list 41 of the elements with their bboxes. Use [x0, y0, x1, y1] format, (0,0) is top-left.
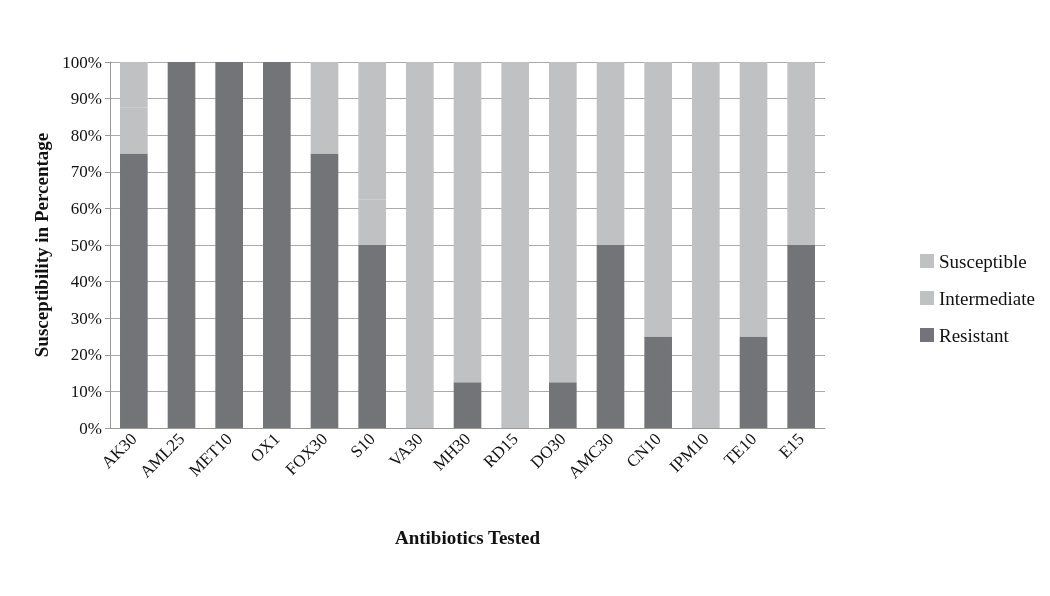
bar: [167, 62, 196, 428]
bar: [453, 382, 482, 428]
bar: [549, 382, 577, 428]
bar: [310, 153, 339, 428]
legend-label: Susceptible: [939, 250, 1027, 272]
y-tick-label: 10%: [70, 381, 102, 401]
bar: [453, 62, 482, 383]
bar: [787, 62, 815, 245]
bar: [263, 62, 291, 428]
bar: [596, 62, 625, 245]
y-tick-label: 40%: [70, 272, 102, 292]
x-axis-title: Antibiotics Tested: [394, 527, 541, 548]
y-tick-label: 60%: [70, 198, 102, 218]
bar: [501, 62, 529, 428]
y-tick-label: 90%: [70, 89, 102, 109]
bar: [739, 62, 768, 337]
y-axis-title: Susceptibility in Percentage: [31, 132, 53, 358]
bar: [406, 62, 434, 428]
bar: [215, 62, 243, 428]
y-tick-label: 70%: [70, 162, 102, 182]
legend-label: Intermediate: [939, 287, 1036, 309]
y-tick-label: 50%: [70, 235, 102, 255]
bar: [358, 245, 386, 428]
bar: [787, 245, 815, 428]
y-tick-label: 30%: [70, 308, 102, 328]
bar: [644, 62, 672, 337]
x-tick-label: E15: [775, 429, 808, 463]
legend-label: Resistant: [939, 324, 1010, 346]
y-tick-label: 0%: [79, 418, 102, 438]
y-tick-label: 20%: [70, 345, 102, 365]
bar: [596, 245, 625, 428]
bar: [120, 153, 148, 428]
bar: [644, 336, 672, 428]
y-tick-label: 100%: [62, 52, 102, 72]
bar: [739, 336, 768, 428]
x-tick-label: OX1: [246, 429, 284, 467]
y-tick-label: 80%: [70, 125, 102, 145]
bar: [310, 62, 339, 154]
x-tick-label: S10: [346, 429, 379, 462]
bar: [549, 62, 577, 383]
bar: [692, 62, 720, 428]
